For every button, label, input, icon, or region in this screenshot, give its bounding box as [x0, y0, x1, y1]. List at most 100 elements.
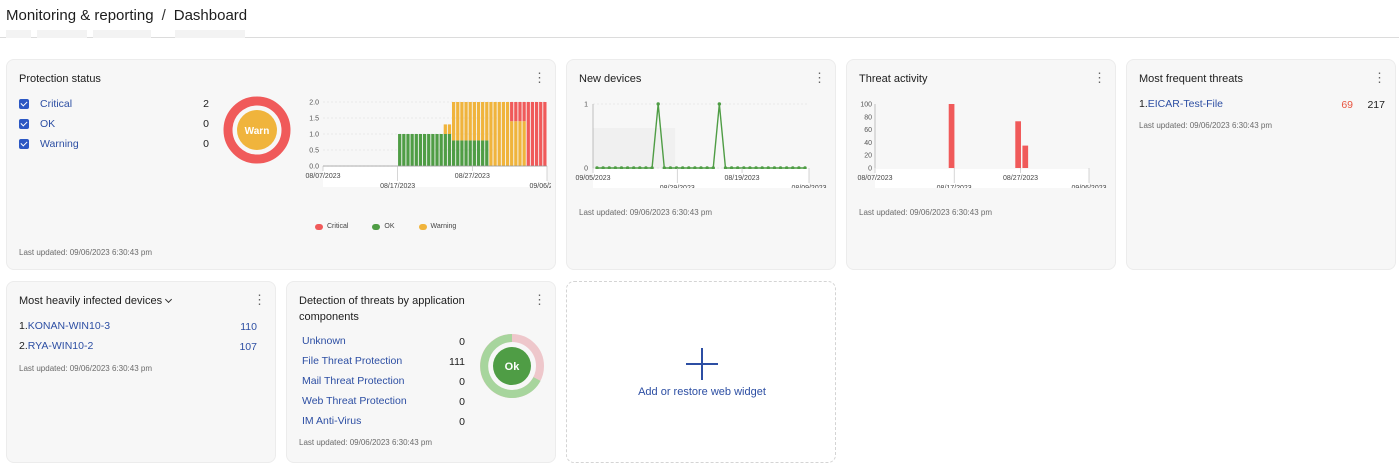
x-tick-label: 08/17/2023 [937, 185, 972, 188]
threat-activity-widget: Threat activity ⋮ 100 80 60 40 20 0 08/07/2023… [846, 59, 1116, 270]
bar-warning [501, 102, 506, 166]
bar-warning [522, 121, 526, 166]
bar-critical [534, 102, 539, 166]
y-tick-label: 100 [860, 102, 872, 109]
checkbox-checked-icon[interactable] [19, 139, 29, 149]
more-options-icon[interactable]: ⋮ [533, 70, 546, 85]
bar-ok [481, 140, 485, 166]
widget-title: Threat activity [859, 73, 928, 85]
component-link[interactable]: Mail Threat Protection [302, 375, 405, 387]
y-tick-label: 80 [864, 114, 872, 121]
bar-warning [505, 102, 510, 166]
bar-warning [489, 102, 493, 166]
bar-ok [476, 140, 481, 166]
more-options-icon[interactable]: ⋮ [813, 70, 826, 85]
list-item: 1.KONAN-WIN10-3 [19, 320, 110, 332]
chevron-down-icon[interactable] [165, 295, 173, 304]
filter-label[interactable]: OK [40, 118, 56, 130]
donut-label: Warn [245, 126, 270, 137]
data-point [625, 166, 630, 170]
tab-stub[interactable] [37, 30, 87, 38]
y-tick-label: 0 [584, 166, 588, 173]
bar-warning [451, 102, 456, 141]
last-updated: Last updated: 09/06/2023 6:30:43 pm [1139, 121, 1272, 130]
last-updated: Last updated: 09/06/2023 6:30:43 pm [19, 364, 152, 373]
component-link[interactable]: Web Threat Protection [302, 395, 407, 407]
bar-warning [464, 102, 468, 141]
bar-warning [514, 121, 518, 166]
component-count: 111 [449, 356, 465, 368]
data-point [644, 166, 648, 170]
x-tick-label: 08/19/2023 [725, 175, 760, 182]
tab-stub[interactable] [6, 30, 31, 38]
x-tick-label: 09/05/2023 [575, 175, 610, 182]
legend-swatch [418, 223, 427, 230]
device-link[interactable]: RYA-WIN10-2 [27, 340, 94, 352]
bar-ok [451, 140, 456, 166]
filter-label[interactable]: Critical [40, 98, 73, 110]
bar-warning [493, 102, 497, 166]
device-link[interactable]: KONAN-WIN10-3 [27, 320, 111, 332]
bar-ok [414, 134, 418, 166]
legend-item-ok[interactable]: OK [372, 223, 395, 230]
widget-title: New devices [579, 73, 642, 85]
widget-title-text: Most heavily infected devices [19, 295, 163, 307]
component-link[interactable]: Unknown [302, 335, 346, 347]
filter-ok[interactable]: OK [19, 117, 55, 131]
filter-label[interactable]: Warning [40, 138, 79, 150]
filter-warning[interactable]: Warning [19, 137, 79, 151]
data-point [680, 166, 685, 170]
last-updated: Last updated: 09/06/2023 6:30:43 pm [579, 208, 712, 217]
data-point [693, 166, 697, 170]
y-tick-label: 0 [868, 166, 872, 173]
plus-icon[interactable] [686, 348, 718, 380]
checkbox-checked-icon[interactable] [19, 99, 29, 109]
bar-ok [460, 140, 464, 166]
component-link[interactable]: File Threat Protection [302, 355, 403, 367]
donut-center [493, 347, 531, 385]
widget-title: Most frequent threats [1139, 73, 1243, 85]
component-link[interactable]: IM Anti-Virus [302, 415, 362, 427]
x-tick-label: 09/06/2023 [529, 183, 551, 190]
threat-link[interactable]: EICAR-Test-File [1147, 98, 1224, 110]
new-devices-widget: New devices ⋮ 1 0 09/05/2023 08/29/2023 08/1… [566, 59, 836, 270]
widget-title[interactable]: Most heavily infected devices [19, 295, 173, 307]
legend-item-critical[interactable]: Critical [315, 223, 348, 230]
more-options-icon[interactable]: ⋮ [1373, 70, 1386, 85]
more-options-icon[interactable]: ⋮ [1093, 70, 1106, 85]
more-options-icon[interactable]: ⋮ [533, 292, 546, 307]
status-count: 0 [203, 138, 209, 150]
infected-devices-widget: Most heavily infected devices ⋮ 1.KONAN-… [6, 281, 276, 463]
y-tick-label: 1 [584, 102, 588, 109]
bar-ok [468, 140, 472, 166]
checkbox-checked-icon[interactable] [19, 119, 29, 129]
bar-critical [539, 102, 543, 166]
bar-warning [460, 102, 464, 141]
bar-warning [476, 102, 481, 141]
legend-item-warning[interactable]: Warning [418, 223, 456, 230]
threat-count-recent: 69 [1341, 99, 1353, 111]
filter-critical[interactable]: Critical [19, 97, 72, 111]
add-widget-tile[interactable]: Add or restore web widget [566, 281, 836, 463]
last-updated: Last updated: 09/06/2023 6:30:43 pm [859, 208, 992, 217]
bar-critical [522, 102, 526, 122]
device-count[interactable]: 110 [240, 321, 257, 333]
add-widget-link[interactable]: Add or restore web widget [638, 386, 766, 398]
tab-stub[interactable] [93, 30, 151, 38]
y-tick-label: 20 [864, 153, 872, 160]
list-index: 1. [19, 320, 28, 332]
bar-ok [427, 134, 431, 166]
device-count[interactable]: 107 [239, 341, 257, 353]
data-point [742, 166, 746, 170]
x-tick-label: 08/27/2023 [1003, 175, 1038, 182]
bar-warning [443, 124, 447, 134]
bar-warning [518, 121, 522, 166]
data-point [772, 166, 777, 170]
tab-stub[interactable] [175, 30, 245, 38]
y-tick-label: 0.5 [309, 148, 319, 155]
breadcrumb-parent[interactable]: Monitoring & reporting [6, 7, 154, 24]
bar-ok [443, 134, 447, 166]
component-count: 0 [459, 396, 465, 408]
more-options-icon[interactable]: ⋮ [253, 292, 266, 307]
bar-threats [1015, 121, 1021, 168]
